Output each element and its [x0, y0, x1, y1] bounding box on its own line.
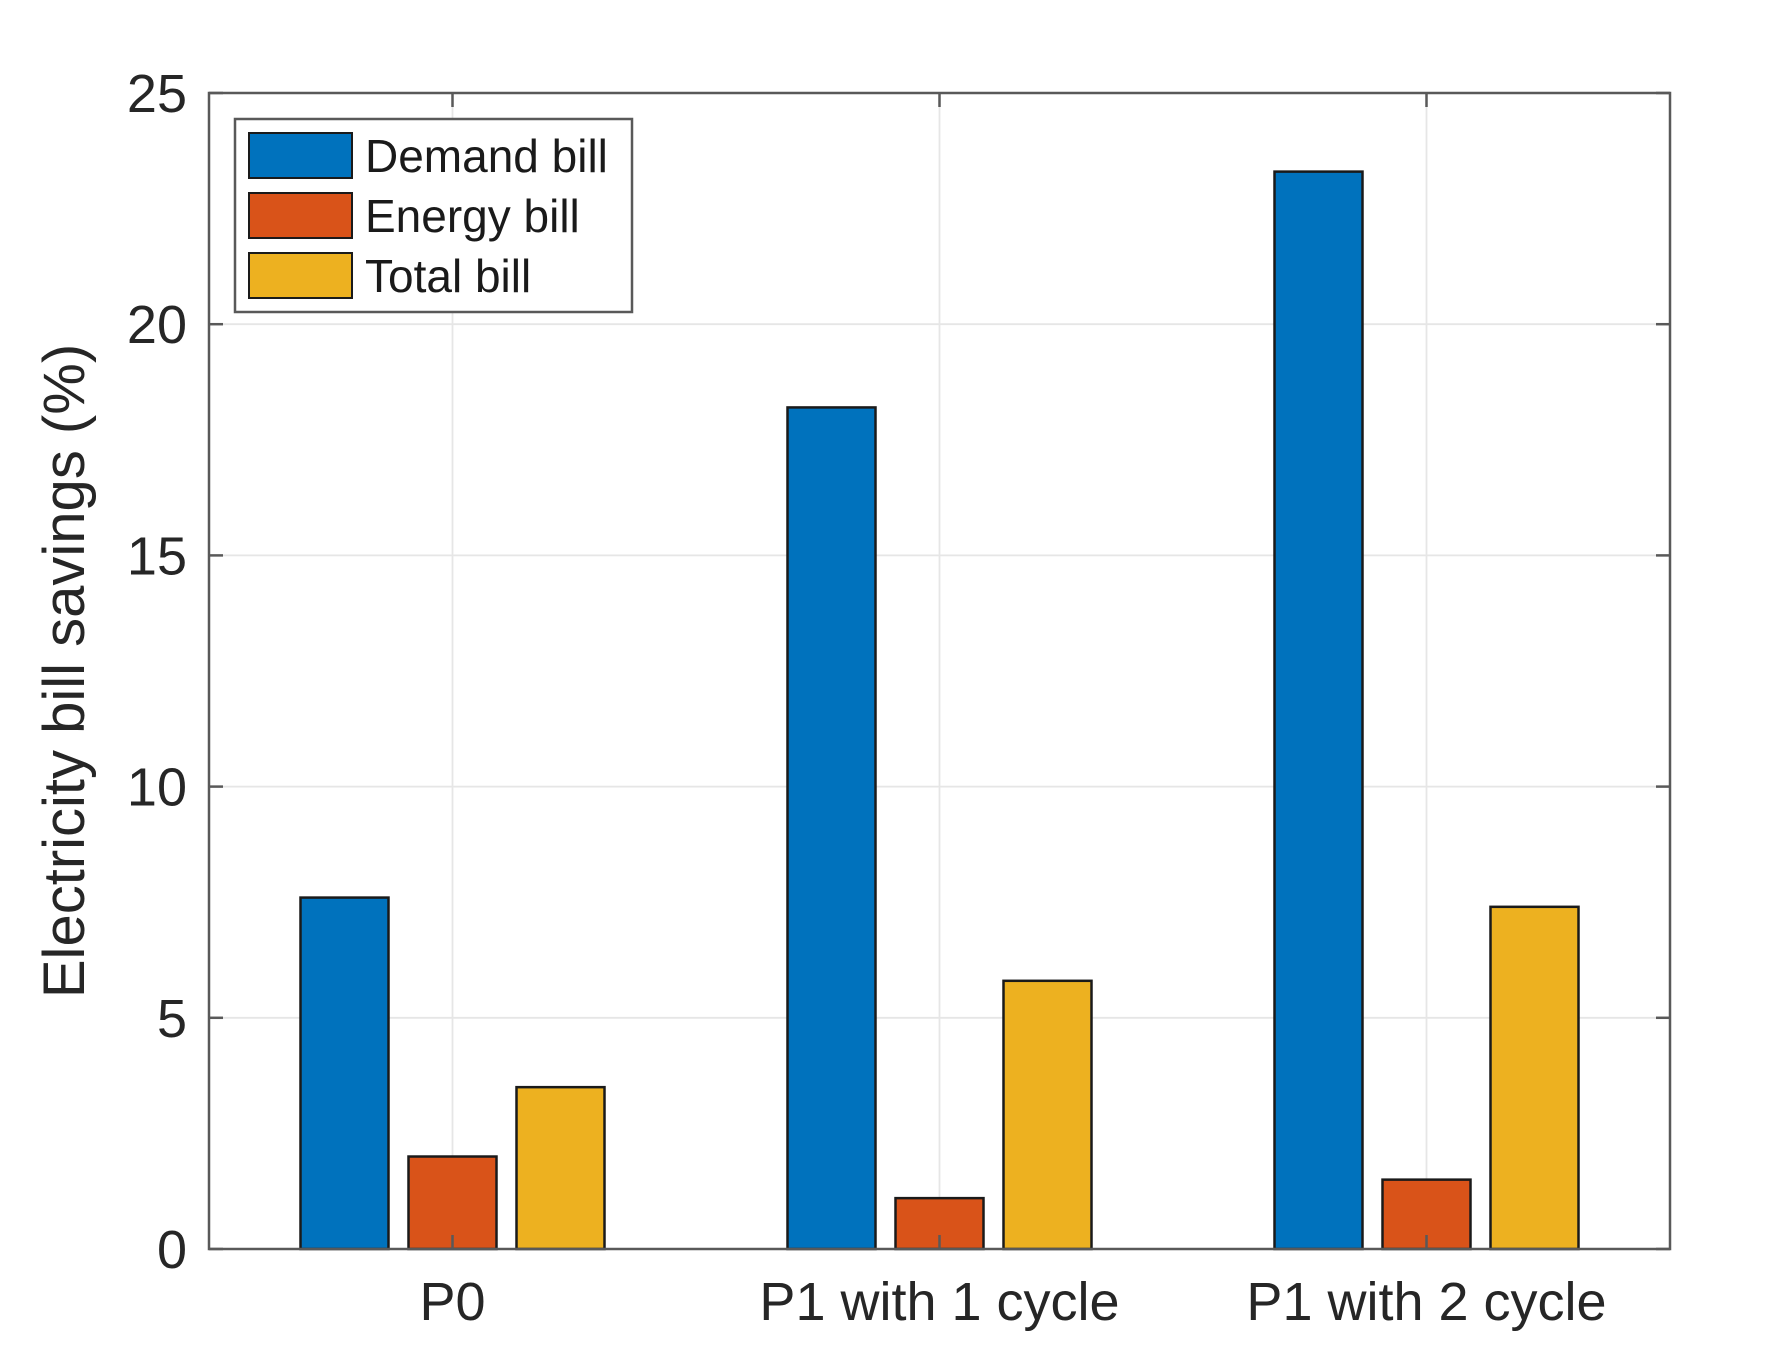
legend-label: Demand bill [365, 130, 608, 182]
y-tick-labels: 0 5 10 15 20 25 [127, 64, 187, 1280]
legend-swatch [248, 252, 353, 299]
legend-label: Total bill [365, 250, 531, 302]
x-tick-labels: P0 P1 with 1 cycle P1 with 2 cycle [419, 1272, 1606, 1332]
bar-demand-bill [299, 896, 390, 1251]
bar-demand-bill [786, 406, 877, 1251]
y-tick-label: 5 [157, 989, 187, 1049]
y-tick-label: 25 [127, 64, 187, 124]
legend-label: Energy bill [365, 190, 580, 242]
bars [299, 170, 1580, 1251]
y-tick-label: 10 [127, 758, 187, 818]
axes [207, 91, 1672, 1251]
legend-swatch [248, 132, 353, 179]
bar-energy-bill [407, 1155, 498, 1251]
bar-total-bill [1489, 905, 1580, 1251]
y-tick-label: 15 [127, 526, 187, 586]
bar-demand-bill [1273, 170, 1364, 1251]
legend-swatch [248, 192, 353, 239]
y-axis-title: Electricity bill savings (%) [32, 344, 97, 998]
x-tick-label: P1 with 1 cycle [759, 1272, 1119, 1332]
legend: Demand bill Energy bill Total bill [233, 117, 634, 314]
bar-total-bill [515, 1085, 606, 1251]
y-tick-label: 20 [127, 295, 187, 355]
x-tick-label: P0 [419, 1272, 485, 1332]
bar-total-bill [1002, 979, 1093, 1251]
x-tick-label: P1 with 2 cycle [1246, 1272, 1606, 1332]
y-tick-label: 0 [157, 1220, 187, 1280]
